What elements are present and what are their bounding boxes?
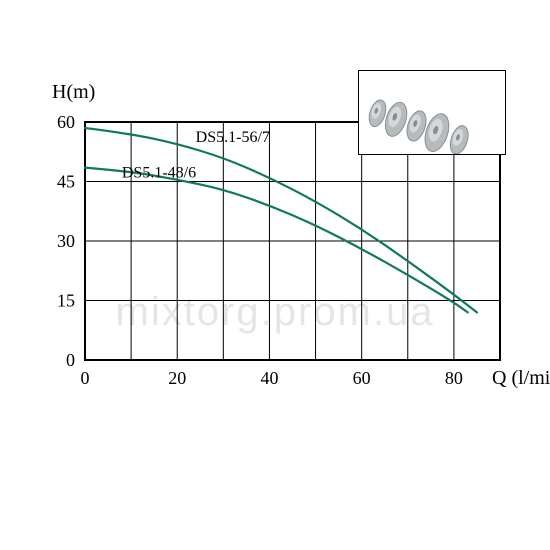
x-tick-label: 20: [168, 368, 186, 388]
y-tick-label: 30: [57, 231, 75, 251]
x-tick-label: 40: [260, 368, 278, 388]
x-axis-label: Q (l/min): [492, 367, 550, 389]
series-label: DS5.1-56/7: [196, 129, 270, 146]
chart-canvas: 0 15 30 45 60 0 20 40 60 80 H(m) Q (l/min) DS5.1-56/…: [0, 0, 550, 550]
y-tick-label: 45: [57, 172, 75, 192]
y-tick-label: 15: [57, 291, 75, 311]
y-tick-label: 0: [66, 350, 75, 370]
x-tick-label: 60: [353, 368, 371, 388]
x-tick-label: 80: [445, 368, 463, 388]
series-label: DS5.1-48/6: [122, 165, 196, 182]
y-tick-label: 60: [57, 112, 75, 132]
x-tick-label: 0: [81, 368, 90, 388]
y-axis-label: H(m): [52, 81, 95, 103]
inset-product-image: [358, 70, 506, 155]
